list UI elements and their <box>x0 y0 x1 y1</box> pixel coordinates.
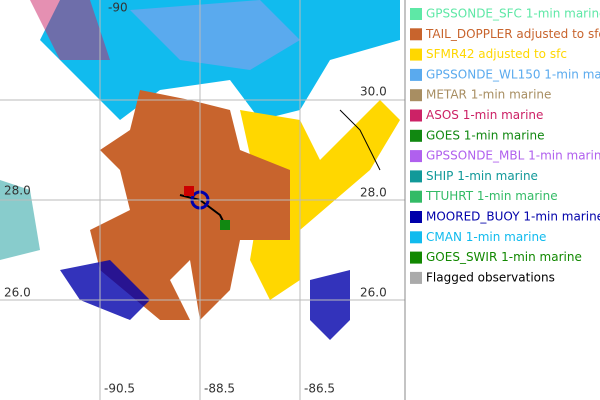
legend-label: METAR 1-min marine <box>426 88 551 102</box>
legend-label: SFMR42 adjusted to sfc <box>426 47 567 61</box>
legend-swatch <box>410 231 422 244</box>
lon-label: -88.5 <box>204 382 235 396</box>
grid <box>0 0 406 400</box>
legend-label: GOES_SWIR 1-min marine <box>426 250 582 264</box>
asos-area <box>30 0 110 60</box>
wl150-area <box>130 0 300 70</box>
legend-swatch <box>410 8 422 20</box>
legend-swatch <box>410 271 422 284</box>
legend-label: GPSSONDE_MBL 1-min marine <box>426 149 600 163</box>
legend-swatch <box>410 129 422 142</box>
legend-label: TAIL_DOPPLER adjusted to sfc <box>425 27 600 41</box>
legend-swatch <box>410 28 422 41</box>
legend-swatch <box>410 170 422 183</box>
lon-label: -86.5 <box>304 382 335 396</box>
legend-label: SHIP 1-min marine <box>426 169 538 183</box>
lat-label: 26.0 <box>4 286 31 300</box>
legend-label: CMAN 1-min marine <box>426 230 546 244</box>
legend-bg <box>406 0 600 290</box>
legend-label: GPSSONDE_WL150 1-min marine <box>426 67 600 81</box>
lat-label: 28.0 <box>360 186 387 200</box>
legend-swatch <box>410 68 422 81</box>
lat-label: 28.0 <box>4 184 31 198</box>
legend-swatch <box>410 109 422 122</box>
legend-swatch <box>410 211 422 223</box>
legend-swatch <box>410 48 422 61</box>
lat-label: 26.0 <box>360 286 387 300</box>
legend-label: TTUHRT 1-min marine <box>425 189 558 203</box>
legend-swatch <box>410 89 422 102</box>
legend-label: Flagged observations <box>426 270 555 284</box>
legend-label: GPSSONDE_SFC 1-min marine <box>426 7 600 21</box>
buoy-area <box>60 260 150 320</box>
marker <box>184 186 194 196</box>
lon-label: -90 <box>108 1 128 15</box>
legend-label: GOES 1-min marine <box>426 128 544 142</box>
marker <box>220 220 230 230</box>
buoy-area <box>310 270 350 340</box>
lat-label: 30.0 <box>360 85 387 99</box>
doppler-area <box>90 90 290 320</box>
coastline <box>339 109 381 171</box>
legend: GPSSONDE_SFC 1-min marine TAIL_DOPPLER ad… <box>410 7 600 284</box>
legend-swatch <box>410 190 422 203</box>
legend-swatch <box>410 251 422 264</box>
lon-label: -90.5 <box>104 382 135 396</box>
legend-label: ASOS 1-min marine <box>426 108 543 122</box>
legend-label: MOORED_BUOY 1-min marine <box>426 210 600 224</box>
legend-swatch <box>410 150 422 163</box>
